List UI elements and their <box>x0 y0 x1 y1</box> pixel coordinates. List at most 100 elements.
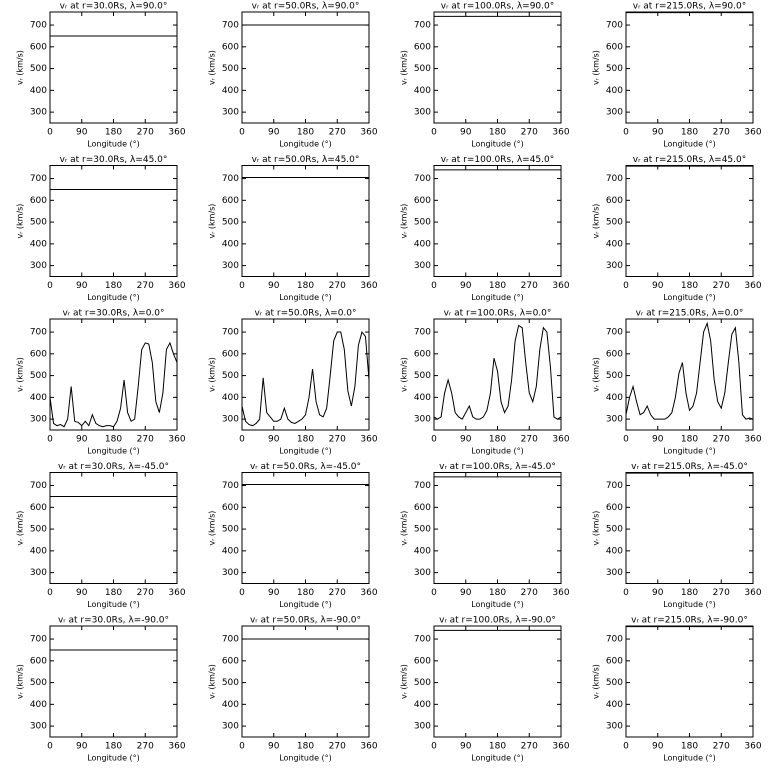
x-tick-label: 180 <box>489 742 506 752</box>
plot-frame <box>49 472 178 584</box>
x-tick-label: 0 <box>431 588 437 598</box>
x-tick-label: 360 <box>552 588 569 598</box>
x-tick-label: 180 <box>681 435 698 445</box>
y-tick-label: 300 <box>414 415 431 425</box>
x-tick-label: 90 <box>76 588 88 598</box>
y-tick-label: 300 <box>414 108 431 118</box>
x-tick-label: 180 <box>297 128 314 138</box>
plot-frame <box>433 165 562 277</box>
panel-title: vᵣ at r=30.0Rs, λ=-90.0° <box>58 616 169 626</box>
y-tick-label: 500 <box>414 525 431 535</box>
x-tick-label: 360 <box>168 281 185 291</box>
y-tick-label: 300 <box>222 415 239 425</box>
y-tick-label: 300 <box>222 108 239 118</box>
x-tick-label: 360 <box>744 128 761 138</box>
y-tick-label: 500 <box>606 525 623 535</box>
y-tick-label: 500 <box>606 678 623 688</box>
panel: vᵣ at r=50.0Rs, λ=0.0° Longitude (°) vᵣ (k… <box>208 309 378 456</box>
y-tick-label: 700 <box>414 481 431 491</box>
x-tick-label: 270 <box>329 128 346 138</box>
x-tick-label: 270 <box>713 588 730 598</box>
x-tick-label: 180 <box>489 588 506 598</box>
x-axis-label: Longitude (°) <box>279 140 332 149</box>
data-line <box>626 321 753 420</box>
y-tick-label: 500 <box>414 371 431 381</box>
x-tick-label: 270 <box>713 281 730 291</box>
y-tick-label: 600 <box>30 196 47 206</box>
y-tick-label: 300 <box>606 108 623 118</box>
x-tick-label: 360 <box>168 742 185 752</box>
x-tick-label: 180 <box>105 128 122 138</box>
plot-frame <box>49 625 178 738</box>
y-tick-label: 400 <box>606 239 623 249</box>
plot-frame <box>241 625 370 738</box>
y-tick-label: 600 <box>222 349 239 359</box>
x-tick-label: 360 <box>360 281 377 291</box>
y-tick-label: 500 <box>30 678 47 688</box>
x-tick-label: 180 <box>105 742 122 752</box>
x-axis-label: Longitude (°) <box>279 600 332 609</box>
panel-title: vᵣ at r=30.0Rs, λ=45.0° <box>60 155 168 165</box>
y-tick-label: 300 <box>30 108 47 118</box>
panel: vᵣ at r=30.0Rs, λ=-45.0° Longitude (°) vᵣ … <box>16 462 186 609</box>
plot-frame <box>241 165 370 277</box>
panel-title: vᵣ at r=215.0Rs, λ=45.0° <box>633 155 747 165</box>
panel-title: vᵣ at r=100.0Rs, λ=0.0° <box>444 309 552 319</box>
y-tick-label: 700 <box>30 635 47 645</box>
y-tick-label: 400 <box>414 86 431 96</box>
y-axis-label: vᵣ (km/s) <box>592 357 601 392</box>
x-tick-label: 90 <box>460 435 472 445</box>
plot-area <box>50 341 177 428</box>
plot-frame <box>241 11 370 124</box>
panel: vᵣ at r=30.0Rs, λ=90.0° Longitude (°) vᵣ (… <box>16 2 186 149</box>
x-tick-label: 90 <box>652 128 664 138</box>
x-tick-label: 270 <box>137 742 154 752</box>
y-tick-label: 400 <box>222 393 239 403</box>
x-tick-label: 270 <box>137 128 154 138</box>
panel-title: vᵣ at r=50.0Rs, λ=90.0° <box>252 2 360 12</box>
y-tick-label: 300 <box>30 261 47 271</box>
x-tick-label: 90 <box>652 742 664 752</box>
y-tick-label: 600 <box>606 42 623 52</box>
x-tick-label: 90 <box>652 588 664 598</box>
y-axis-label: vᵣ (km/s) <box>592 204 601 239</box>
y-tick-label: 300 <box>606 261 623 271</box>
panel: vᵣ at r=100.0Rs, λ=-45.0° Longitude (°) vᵣ… <box>400 462 570 609</box>
x-tick-label: 360 <box>168 128 185 138</box>
panel-title: vᵣ at r=50.0Rs, λ=-90.0° <box>250 616 361 626</box>
x-tick-label: 360 <box>552 742 569 752</box>
y-axis-label: vᵣ (km/s) <box>208 50 217 85</box>
x-tick-label: 0 <box>623 435 629 445</box>
x-tick-label: 360 <box>552 281 569 291</box>
plot-frame <box>625 165 754 277</box>
y-axis-label: vᵣ (km/s) <box>400 357 409 392</box>
x-tick-label: 270 <box>713 128 730 138</box>
x-tick-label: 90 <box>76 281 88 291</box>
x-axis-label: Longitude (°) <box>471 447 524 456</box>
x-tick-label: 360 <box>744 742 761 752</box>
y-tick-label: 300 <box>606 722 623 732</box>
panel: vᵣ at r=30.0Rs, λ=0.0° Longitude (°) vᵣ (k… <box>16 309 186 456</box>
panel: vᵣ at r=30.0Rs, λ=45.0° Longitude (°) vᵣ (… <box>16 155 186 302</box>
panel: vᵣ at r=215.0Rs, λ=90.0° Longitude (°) vᵣ … <box>592 2 762 149</box>
plot-frame <box>625 11 754 124</box>
panel: vᵣ at r=100.0Rs, λ=0.0° Longitude (°) vᵣ (… <box>400 309 570 456</box>
x-tick-label: 360 <box>744 588 761 598</box>
y-tick-label: 600 <box>30 349 47 359</box>
panel: vᵣ at r=100.0Rs, λ=45.0° Longitude (°) vᵣ … <box>400 155 570 302</box>
panel-title: vᵣ at r=100.0Rs, λ=-45.0° <box>439 462 556 472</box>
y-tick-label: 300 <box>414 261 431 271</box>
y-tick-label: 700 <box>222 481 239 491</box>
y-tick-label: 300 <box>222 722 239 732</box>
y-tick-label: 600 <box>606 656 623 666</box>
x-axis-label: Longitude (°) <box>663 447 716 456</box>
y-tick-label: 600 <box>30 42 47 52</box>
y-tick-label: 700 <box>606 174 623 184</box>
x-tick-label: 180 <box>105 588 122 598</box>
plot-frame <box>433 318 562 431</box>
y-tick-label: 600 <box>606 349 623 359</box>
y-tick-label: 400 <box>414 700 431 710</box>
x-tick-label: 270 <box>521 588 538 598</box>
y-tick-label: 400 <box>30 546 47 556</box>
y-tick-label: 500 <box>30 64 47 74</box>
